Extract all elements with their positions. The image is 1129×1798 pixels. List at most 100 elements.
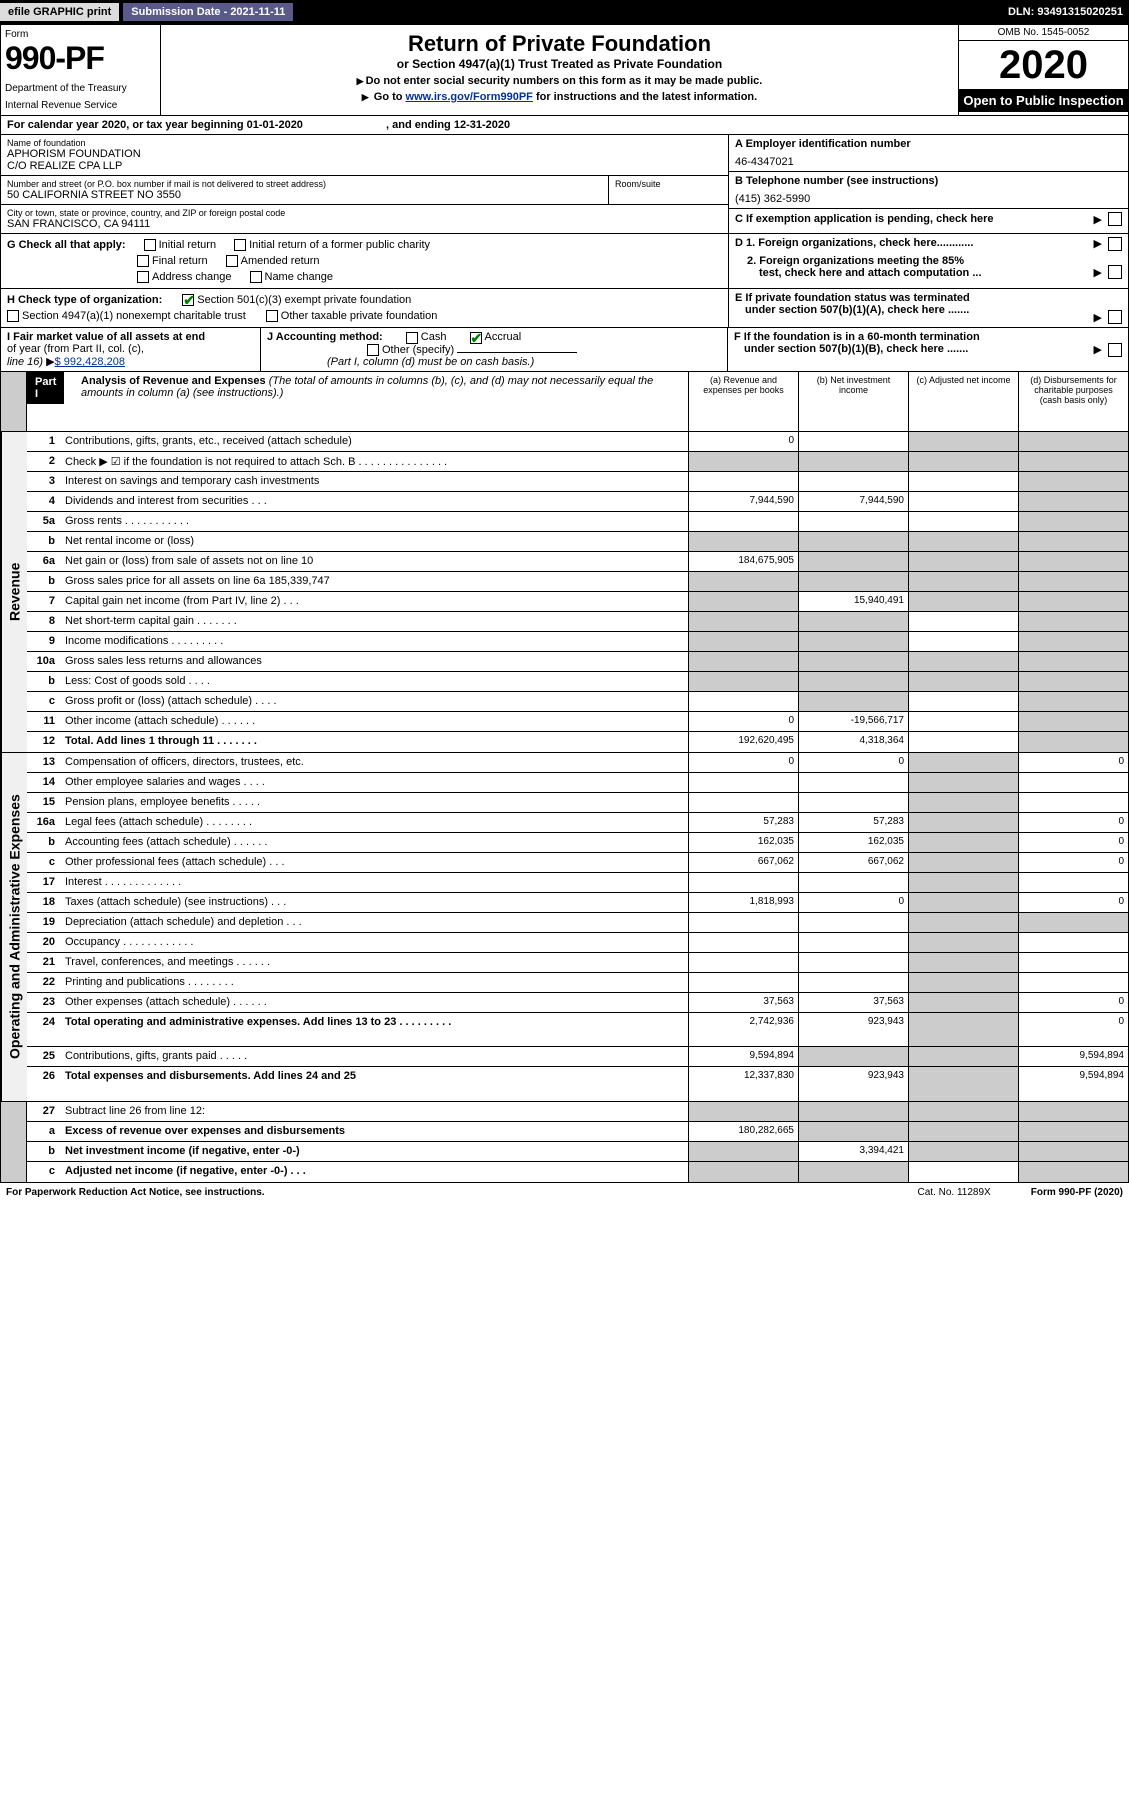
amount-cell: 57,283 [798, 813, 908, 832]
amount-cell [798, 572, 908, 591]
line-number: 2 [27, 452, 61, 471]
amount-cell [798, 632, 908, 651]
amount-cell [908, 873, 1018, 892]
amount-cell [908, 933, 1018, 952]
efile-button[interactable]: efile GRAPHIC print [0, 3, 119, 21]
pending-label: C If exemption application is pending, c… [735, 213, 994, 225]
d1-checkbox[interactable] [1108, 237, 1122, 251]
amount-cell [908, 712, 1018, 731]
line-description: Contributions, gifts, grants, etc., rece… [61, 432, 688, 451]
amount-cell: 12,337,830 [688, 1067, 798, 1101]
line-number: 18 [27, 893, 61, 912]
amount-cell [798, 973, 908, 992]
amount-cell [798, 1047, 908, 1066]
line-description: Capital gain net income (from Part IV, l… [61, 592, 688, 611]
initial-return-checkbox[interactable] [144, 239, 156, 251]
amount-cell [1018, 672, 1128, 691]
goto-post: for instructions and the latest informat… [533, 91, 757, 103]
amount-cell: 3,394,421 [798, 1142, 908, 1161]
amount-cell [1018, 1162, 1128, 1182]
phone-label: B Telephone number (see instructions) [735, 175, 1122, 187]
other-taxable-checkbox[interactable] [266, 310, 278, 322]
amount-cell: 0 [798, 753, 908, 772]
foundation-name-2: C/O REALIZE CPA LLP [7, 160, 722, 172]
amount-cell: 0 [688, 753, 798, 772]
d2-checkbox[interactable] [1108, 265, 1122, 279]
omb-number: OMB No. 1545-0052 [959, 25, 1128, 41]
part-1-block: Part I Analysis of Revenue and Expenses … [0, 372, 1129, 1183]
line-number: 1 [27, 432, 61, 451]
line-description: Gross sales price for all assets on line… [61, 572, 688, 591]
initial-former-checkbox[interactable] [234, 239, 246, 251]
amount-cell [688, 532, 798, 551]
amount-cell [798, 552, 908, 571]
amount-cell [1018, 793, 1128, 812]
amount-cell [688, 933, 798, 952]
amount-cell: 667,062 [688, 853, 798, 872]
other-method-checkbox[interactable] [367, 344, 379, 356]
amount-cell [908, 1013, 1018, 1046]
amount-cell: 7,944,590 [688, 492, 798, 511]
amount-cell [798, 452, 908, 471]
line-number: b [27, 532, 61, 551]
name-change-checkbox[interactable] [250, 271, 262, 283]
line-number: c [27, 853, 61, 872]
line-description: Taxes (attach schedule) (see instruction… [61, 893, 688, 912]
address-change-checkbox[interactable] [137, 271, 149, 283]
line-description: Legal fees (attach schedule) . . . . . .… [61, 813, 688, 832]
amount-cell [1018, 452, 1128, 471]
line-number: 26 [27, 1067, 61, 1101]
amount-cell [688, 512, 798, 531]
amount-cell [908, 833, 1018, 852]
initial-return-label: Initial return [159, 239, 216, 251]
amount-cell [1018, 592, 1128, 611]
line-description: Adjusted net income (if negative, enter … [61, 1162, 688, 1182]
form-word: Form [5, 29, 156, 40]
irs-label: Internal Revenue Service [5, 100, 156, 111]
fmv-value[interactable]: $ 992,428,208 [55, 356, 125, 368]
line-number: 7 [27, 592, 61, 611]
line-number: b [27, 833, 61, 852]
line-number: 8 [27, 612, 61, 631]
amount-cell: 0 [688, 432, 798, 451]
amount-cell [908, 632, 1018, 651]
4947-checkbox[interactable] [7, 310, 19, 322]
line-number: 9 [27, 632, 61, 651]
amount-cell [1018, 933, 1128, 952]
final-return-checkbox[interactable] [137, 255, 149, 267]
d2a-label: 2. Foreign organizations meeting the 85% [735, 255, 982, 267]
4947-label: Section 4947(a)(1) nonexempt charitable … [22, 310, 246, 322]
line-description: Interest . . . . . . . . . . . . . [61, 873, 688, 892]
amount-cell [908, 492, 1018, 511]
501c3-checkbox[interactable] [182, 294, 194, 306]
amount-cell [798, 793, 908, 812]
amount-cell: 37,563 [688, 993, 798, 1012]
e-checkbox[interactable] [1108, 310, 1122, 324]
amount-cell [908, 953, 1018, 972]
accrual-label: Accrual [485, 331, 522, 343]
col-c-header: (c) Adjusted net income [908, 372, 1018, 431]
amount-cell [908, 1102, 1018, 1121]
amount-cell [688, 572, 798, 591]
tax-year: 2020 [959, 41, 1128, 89]
amount-cell [798, 692, 908, 711]
line-description: Gross profit or (loss) (attach schedule)… [61, 692, 688, 711]
amount-cell [688, 873, 798, 892]
pending-checkbox[interactable] [1108, 212, 1122, 226]
accrual-checkbox[interactable] [470, 332, 482, 344]
irs-link[interactable]: www.irs.gov/Form990PF [406, 91, 533, 103]
line-description: Printing and publications . . . . . . . … [61, 973, 688, 992]
amount-cell [688, 652, 798, 671]
amount-cell [1018, 652, 1128, 671]
amount-cell: 184,675,905 [688, 552, 798, 571]
line-description: Compensation of officers, directors, tru… [61, 753, 688, 772]
cash-checkbox[interactable] [406, 332, 418, 344]
f-checkbox[interactable] [1108, 343, 1122, 357]
amended-return-checkbox[interactable] [226, 255, 238, 267]
amount-cell [908, 512, 1018, 531]
amount-cell [908, 672, 1018, 691]
amount-cell [798, 532, 908, 551]
amount-cell [908, 853, 1018, 872]
line-number: 16a [27, 813, 61, 832]
other-method-label: Other (specify) [382, 344, 454, 356]
